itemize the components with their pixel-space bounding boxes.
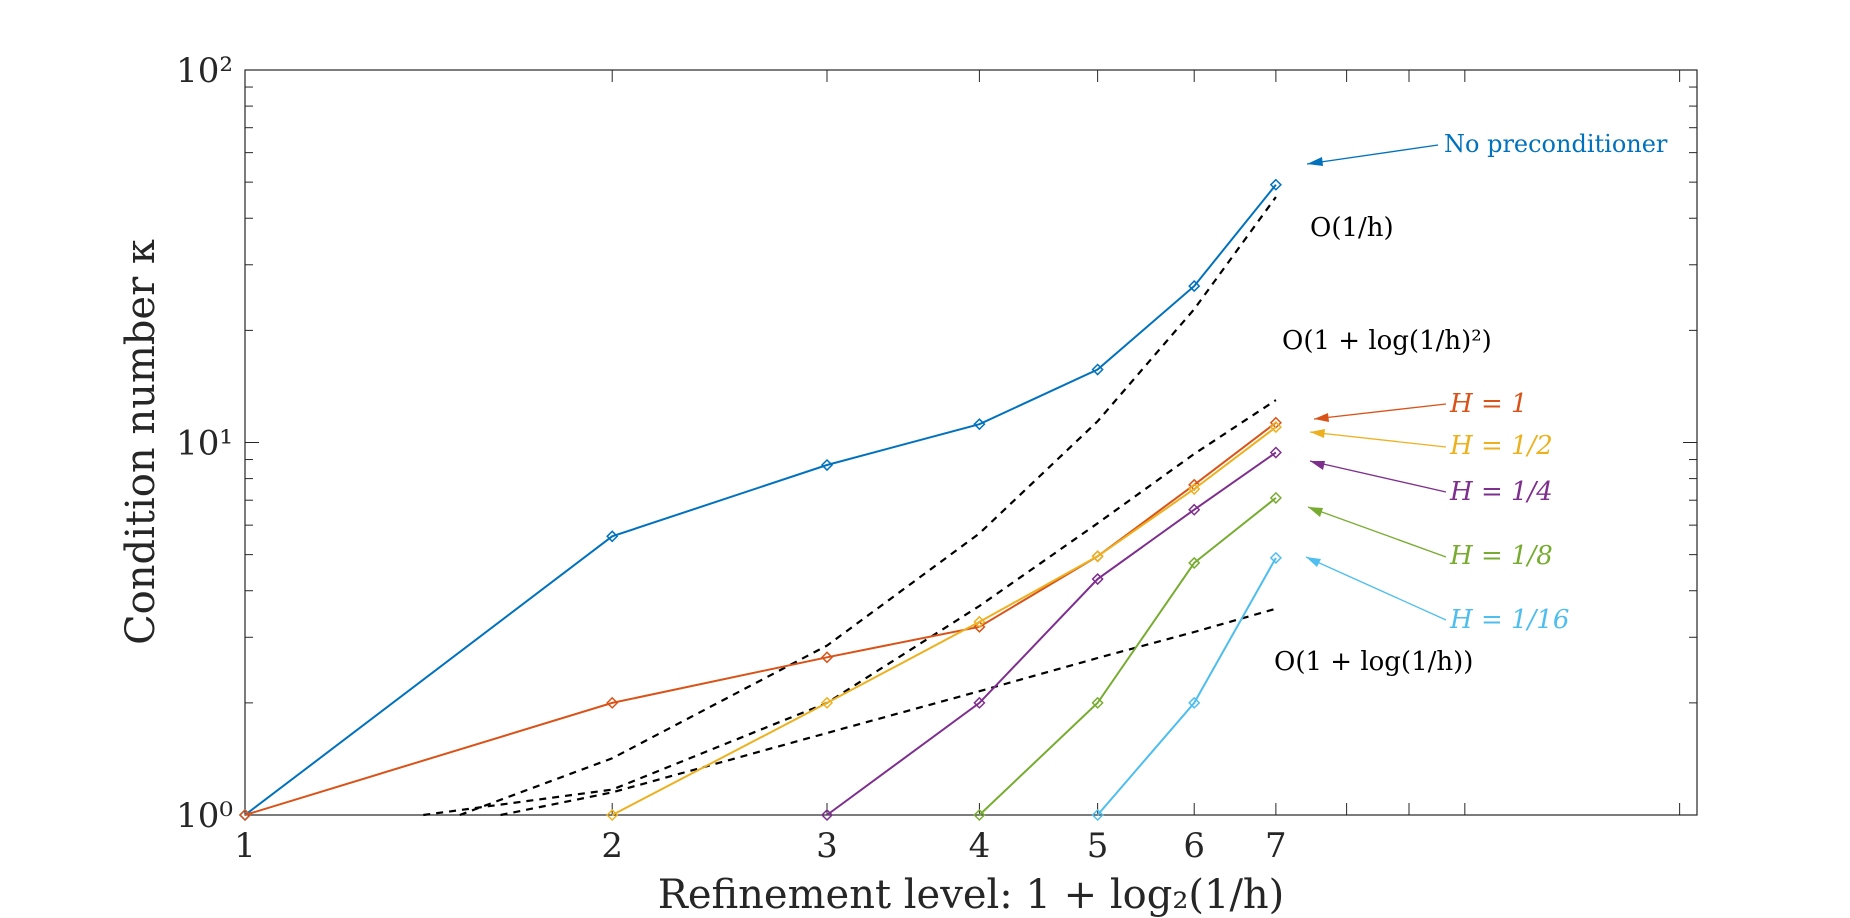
data-point-h-1-2 xyxy=(1188,482,1201,496)
annotation-h-1-2: H = 1/2 xyxy=(1449,431,1553,461)
annotation-arrow-h-1-8 xyxy=(1307,506,1447,558)
series-line-h-1-16 xyxy=(1096,557,1277,816)
data-point-h-1-4 xyxy=(820,808,834,822)
arrowhead-h-1 xyxy=(1314,413,1329,422)
data-point-h-1 xyxy=(238,808,252,822)
arrowhead-h-1-16 xyxy=(1306,557,1321,567)
annotation-h-1-4: H = 1/4 xyxy=(1449,477,1553,507)
annotation-h-1-8: H = 1/8 xyxy=(1449,541,1553,571)
y-tick-label: 10¹ xyxy=(176,424,233,464)
series-line-h-1-2 xyxy=(611,426,1277,816)
annotation-o-log-squared: O(1 + log(1/h)²) xyxy=(1282,326,1492,356)
data-point-h-1-2 xyxy=(1269,421,1282,434)
data-point-h-1 xyxy=(606,696,619,709)
reference-lines xyxy=(423,196,1277,817)
arrowhead-h-1-4 xyxy=(1310,461,1325,470)
annotation-arrow-h-1 xyxy=(1313,403,1447,420)
data-point-h-1-8 xyxy=(1188,556,1201,569)
x-axis-label: Refinement level: 1 + log₂(1/h) xyxy=(658,872,1285,918)
data-point-h-1-4 xyxy=(1269,446,1282,459)
x-tick-label: 1 xyxy=(234,826,256,866)
x-tick-label: 2 xyxy=(601,826,623,866)
annotation-arrow-h-1-16 xyxy=(1305,556,1447,621)
data-point-h-1 xyxy=(973,620,986,633)
data-point-h-1-4 xyxy=(1091,572,1104,586)
x-tick-label: 4 xyxy=(969,826,991,866)
data-point-h-1-8 xyxy=(1269,491,1282,504)
reference-line-o-1-log-1-h-2 xyxy=(423,399,1277,817)
annotation-o-log: O(1 + log(1/h)) xyxy=(1274,647,1473,677)
data-point-no-preconditioner xyxy=(1269,178,1282,191)
tick-labels: 1 2 3 4 5 6 7 10⁰ 10¹ 10² xyxy=(176,51,1287,866)
annotation-o-1-over-h: O(1/h) xyxy=(1310,213,1394,243)
plot-area xyxy=(244,69,1698,816)
arrowhead-no-preconditioner xyxy=(1307,157,1323,166)
annotation-arrow-h-1-2 xyxy=(1309,431,1447,448)
data-point-h-1-2 xyxy=(606,808,619,822)
data-point-h-1-4 xyxy=(973,696,986,709)
arrowhead-h-1-2 xyxy=(1310,429,1325,438)
data-point-h-1-16 xyxy=(1269,551,1282,564)
annotation-arrow-h-1-4 xyxy=(1309,460,1447,493)
x-tick-label: 7 xyxy=(1265,826,1287,866)
data-point-h-1 xyxy=(820,651,834,664)
data-point-no-preconditioner xyxy=(820,458,834,472)
y-tick-label: 10² xyxy=(176,51,233,91)
data-point-no-preconditioner xyxy=(973,418,986,431)
series-line-no-preconditioner xyxy=(244,184,1277,816)
data-point-no-preconditioner xyxy=(606,530,619,543)
data-point-h-1-2 xyxy=(1091,550,1104,563)
x-tick-label: 3 xyxy=(816,826,838,866)
x-tick-label: 5 xyxy=(1087,826,1109,866)
data-point-h-1-8 xyxy=(973,808,986,822)
annotation-arrow-no-preconditioner xyxy=(1306,144,1439,165)
data-point-h-1-4 xyxy=(1188,503,1201,516)
annotation-h-1-16: H = 1/16 xyxy=(1449,605,1569,635)
data-point-h-1-16 xyxy=(1188,696,1201,709)
reference-line-o-1-h xyxy=(459,196,1277,817)
data-point-h-1-2 xyxy=(973,615,986,628)
y-tick-label: 10⁰ xyxy=(176,796,233,836)
data-point-h-1-2 xyxy=(820,696,834,709)
data-point-no-preconditioner xyxy=(1091,363,1104,376)
annotations: No preconditioner O(1/h) O(1 + log(1/h)²… xyxy=(1274,130,1668,677)
data-point-no-preconditioner xyxy=(1188,280,1201,293)
data-series xyxy=(238,178,1282,822)
series-line-h-1-8 xyxy=(978,497,1277,816)
y-axis-label: Condition number κ xyxy=(118,239,164,645)
x-tick-label: 6 xyxy=(1183,826,1205,866)
series-line-h-1-4 xyxy=(826,451,1277,816)
annotation-h-1: H = 1 xyxy=(1449,389,1528,419)
reference-line-o-1-log-1-h xyxy=(500,607,1277,817)
data-point-h-1-8 xyxy=(1091,696,1104,709)
arrowhead-h-1-8 xyxy=(1308,507,1323,517)
data-point-h-1-16 xyxy=(1091,808,1104,822)
annotation-no-preconditioner: No preconditioner xyxy=(1444,130,1668,158)
